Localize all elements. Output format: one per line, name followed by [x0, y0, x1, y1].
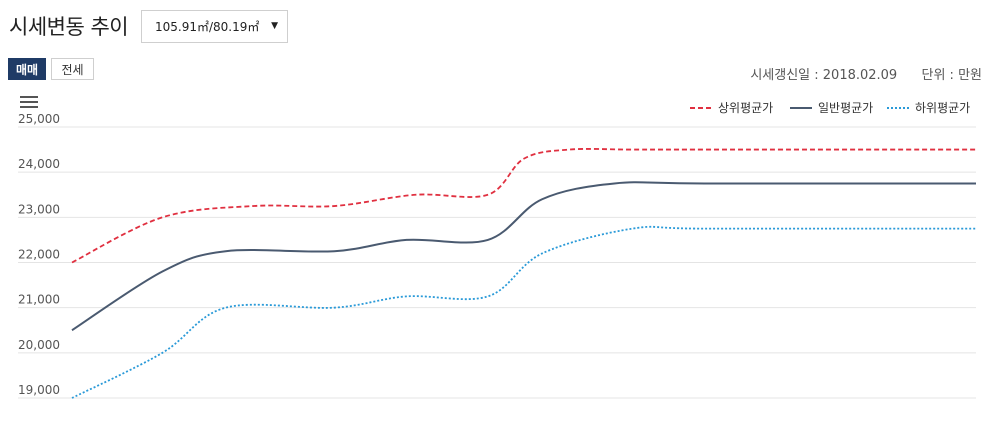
legend-item-lower[interactable]: 하위평균가: [887, 99, 970, 116]
tab-jeonse[interactable]: 전세: [51, 58, 94, 80]
page-title: 시세변동 추이: [9, 15, 129, 39]
legend-item-upper[interactable]: 상위평균가: [690, 99, 773, 116]
unit-text: 단위 : 만원: [921, 68, 983, 83]
menu-icon[interactable]: [20, 96, 38, 109]
legend-label-average: 일반평균가: [818, 101, 874, 115]
y-tick-label: 22,000: [18, 248, 60, 262]
y-tick-label: 23,000: [18, 202, 60, 216]
y-tick-label: 25,000: [18, 112, 60, 126]
legend-item-average[interactable]: 일반평균가: [790, 99, 873, 116]
series-line-0: [71, 148, 976, 264]
tab-sale[interactable]: 매매: [8, 58, 46, 80]
update-info: 시세갱신일 : 2018.02.09 단위 : 만원: [750, 64, 982, 83]
series-line-1: [71, 181, 976, 332]
area-select[interactable]: 105.91㎡/80.19㎡ ▼: [141, 10, 288, 43]
y-tick-label: 19,000: [18, 383, 60, 397]
y-tick-label: 21,000: [18, 293, 60, 307]
series-line-2: [71, 225, 976, 399]
legend-swatch-average: [790, 106, 812, 109]
legend-label-upper: 상위평균가: [718, 101, 774, 115]
update-date: 시세갱신일 : 2018.02.09: [750, 68, 898, 83]
y-tick-label: 24,000: [18, 157, 60, 171]
chevron-down-icon: ▼: [271, 21, 278, 31]
legend-label-lower: 하위평균가: [915, 101, 971, 115]
area-select-value: 105.91㎡/80.19㎡: [155, 20, 260, 34]
legend-swatch-upper: [690, 106, 712, 109]
y-tick-label: 20,000: [18, 338, 60, 352]
